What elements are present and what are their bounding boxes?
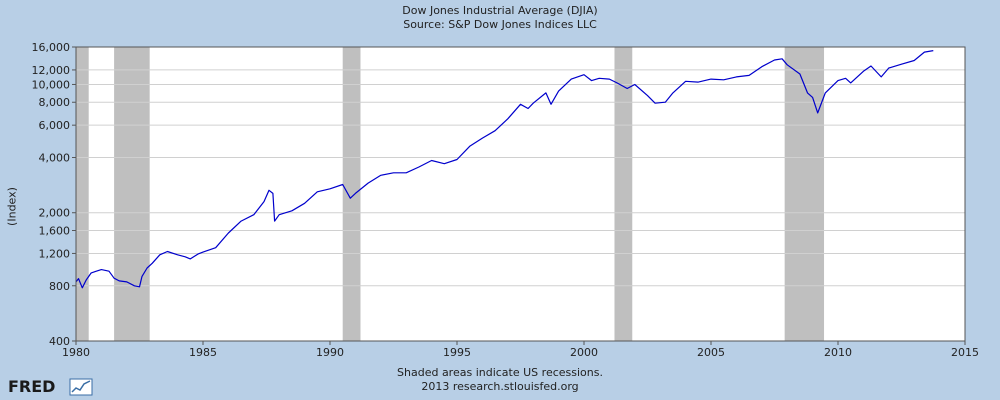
recession-band-1 — [114, 47, 150, 341]
chart-subtitle: Source: S&P Dow Jones Indices LLC — [403, 18, 597, 31]
tick-labels: 1980 1985 1990 1995 2000 2005 2010 2015 400 800 1,… — [32, 41, 980, 359]
x-tick-label-1: 1985 — [189, 346, 217, 359]
plot-frame — [75, 46, 966, 342]
y-tick-label-4: 2,000 — [39, 207, 71, 220]
axes — [72, 46, 966, 345]
series-line-group — [75, 50, 934, 289]
y-tick-label-1: 800 — [49, 280, 70, 293]
plot-background — [76, 47, 965, 341]
recession-note: Shaded areas indicate US recessions. — [397, 366, 603, 379]
y-tick-label-2: 1,200 — [39, 247, 71, 260]
chart-title: Dow Jones Industrial Average (DJIA) — [402, 4, 598, 17]
x-tick-label-4: 2000 — [570, 346, 598, 359]
x-tick-label-0: 1980 — [62, 346, 90, 359]
recession-band-2 — [342, 47, 361, 341]
recession-band-4 — [784, 47, 825, 341]
x-tick-label-5: 2005 — [697, 346, 725, 359]
fred-logo[interactable]: FRED — [8, 376, 98, 398]
recession-bands — [76, 47, 825, 341]
chart-graph-icon — [69, 378, 93, 396]
y-tick-label-0: 400 — [49, 335, 70, 348]
y-tick-label-6: 6,000 — [39, 119, 71, 132]
recession-band-0 — [76, 47, 89, 341]
y-tick-label-7: 8,000 — [39, 96, 71, 109]
x-tick-label-3: 1995 — [443, 346, 471, 359]
x-tick-label-2: 1990 — [316, 346, 344, 359]
fred-logo-text: FRED — [8, 377, 55, 396]
plot-background-rect — [76, 47, 965, 341]
y-tick-label-3: 1,600 — [39, 225, 71, 238]
y-tick-label-10: 16,000 — [32, 41, 71, 54]
y-tick-label-5: 4,000 — [39, 151, 71, 164]
x-tick-label-7: 2015 — [951, 346, 979, 359]
recession-band-3 — [614, 47, 633, 341]
x-tick-label-6: 2010 — [824, 346, 852, 359]
series-line-0 — [75, 50, 934, 289]
y-tick-label-8: 10,000 — [32, 78, 71, 91]
y-tick-label-9: 12,000 — [32, 64, 71, 77]
source-url-note: 2013 research.stlouisfed.org — [421, 380, 579, 393]
